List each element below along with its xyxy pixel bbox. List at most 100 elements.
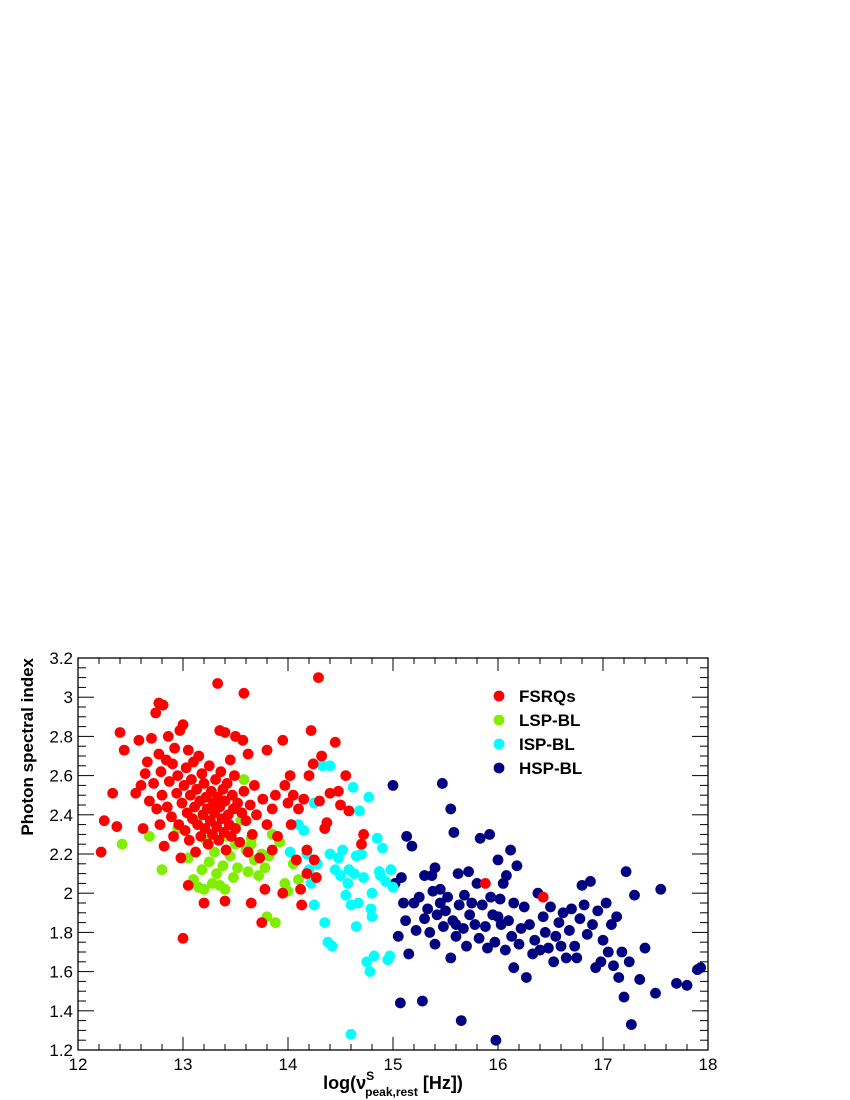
point-fsrqs xyxy=(212,678,224,689)
point-hsp-bl xyxy=(400,915,411,927)
point-isp-bl xyxy=(384,950,396,962)
point-hsp-bl xyxy=(600,897,612,909)
point-fsrqs xyxy=(107,787,119,799)
point-isp-bl xyxy=(387,881,399,893)
point-hsp-bl xyxy=(602,946,614,958)
point-fsrqs xyxy=(133,734,145,746)
point-fsrqs xyxy=(226,789,238,801)
point-hsp-bl xyxy=(489,936,501,948)
x-axis-title-sup: S xyxy=(366,1069,374,1083)
y-tick-label: 3 xyxy=(64,688,73,707)
point-hsp-bl xyxy=(618,991,630,1003)
point-hsp-bl xyxy=(537,911,549,923)
y-tick-label: 1.2 xyxy=(49,1041,73,1060)
point-fsrqs xyxy=(169,742,181,754)
point-hsp-bl xyxy=(401,830,413,842)
point-lsp-bl xyxy=(293,874,304,885)
point-hsp-bl xyxy=(471,878,483,889)
x-tick-label: 14 xyxy=(279,1055,298,1074)
point-fsrqs xyxy=(238,785,250,797)
point-lsp-bl xyxy=(259,862,271,874)
point-fsrqs xyxy=(148,778,160,789)
point-lsp-bl xyxy=(196,864,208,876)
point-fsrqs xyxy=(358,829,369,840)
point-fsrqs xyxy=(305,725,317,736)
point-isp-bl xyxy=(356,848,367,860)
point-lsp-bl xyxy=(217,860,229,872)
point-fsrqs xyxy=(238,687,250,699)
point-hsp-bl xyxy=(455,1015,467,1026)
point-hsp-bl xyxy=(422,903,434,915)
point-hsp-bl xyxy=(469,919,481,930)
legend-marker-fsrqs xyxy=(493,690,505,702)
y-tick-label: 3.2 xyxy=(49,649,73,668)
x-axis-title-base: log(ν xyxy=(323,1073,366,1093)
point-hsp-bl xyxy=(515,923,527,934)
data-points xyxy=(95,672,707,1046)
point-hsp-bl xyxy=(398,897,409,909)
point-hsp-bl xyxy=(450,930,462,942)
point-fsrqs xyxy=(171,787,183,799)
point-fsrqs xyxy=(257,793,269,805)
point-hsp-bl xyxy=(634,974,646,985)
point-fsrqs xyxy=(293,803,304,815)
point-isp-bl xyxy=(366,887,378,899)
point-fsrqs xyxy=(135,780,147,791)
point-hsp-bl xyxy=(490,1034,502,1046)
point-fsrqs xyxy=(229,770,240,781)
point-fsrqs xyxy=(329,736,341,748)
point-hsp-bl xyxy=(480,921,491,932)
point-fsrqs xyxy=(219,727,231,738)
point-fsrqs xyxy=(176,797,188,809)
point-hsp-bl xyxy=(403,948,415,960)
legend-label-isp-bl: ISP-BL xyxy=(519,735,575,754)
point-hsp-bl xyxy=(557,907,569,919)
point-fsrqs xyxy=(251,809,262,821)
tick-labels: 12 13 14 15 16 17 18 1.2 1.4 1.6 1.8 2 2.2 2.4 2.6 2.8 3… xyxy=(49,649,717,1074)
point-fsrqs xyxy=(308,854,320,866)
point-isp-bl xyxy=(345,1028,357,1040)
point-fsrqs xyxy=(161,801,173,813)
point-fsrqs xyxy=(285,819,297,830)
point-isp-bl xyxy=(352,897,364,909)
point-hsp-bl xyxy=(629,889,640,901)
point-hsp-bl xyxy=(695,962,707,974)
point-hsp-bl xyxy=(484,829,495,840)
point-isp-bl xyxy=(371,832,383,844)
point-hsp-bl xyxy=(503,915,514,927)
point-fsrqs xyxy=(307,758,319,770)
point-lsp-bl xyxy=(198,883,210,895)
point-fsrqs xyxy=(282,797,294,809)
point-lsp-bl xyxy=(238,774,250,785)
point-fsrqs xyxy=(198,897,210,909)
point-hsp-bl xyxy=(545,901,556,913)
y-tick-label: 2.4 xyxy=(49,806,73,825)
point-hsp-bl xyxy=(424,927,436,938)
point-hsp-bl xyxy=(569,940,581,952)
point-isp-bl xyxy=(335,870,346,881)
point-isp-bl xyxy=(377,842,388,854)
point-fsrqs xyxy=(167,758,178,770)
point-lsp-bl xyxy=(270,917,281,928)
y-tick-label: 2.2 xyxy=(49,845,73,864)
point-fsrqs xyxy=(237,734,249,746)
point-fsrqs xyxy=(172,770,184,781)
x-axis-title-unit: [Hz]) xyxy=(418,1073,463,1093)
plot-frame xyxy=(77,657,709,1051)
point-fsrqs xyxy=(182,744,194,756)
axis-ticks xyxy=(77,657,709,1051)
x-tick-label: 18 xyxy=(699,1055,718,1074)
point-hsp-bl xyxy=(639,942,651,954)
point-isp-bl xyxy=(337,844,348,856)
point-hsp-bl xyxy=(613,972,625,983)
point-fsrqs xyxy=(279,780,291,791)
point-isp-bl xyxy=(380,876,392,887)
point-isp-bl xyxy=(348,868,360,879)
point-hsp-bl xyxy=(587,919,598,930)
point-isp-bl xyxy=(340,889,352,901)
point-hsp-bl xyxy=(448,827,460,838)
point-fsrqs xyxy=(213,834,225,846)
point-isp-bl xyxy=(364,966,376,977)
point-fsrqs xyxy=(154,819,166,830)
point-hsp-bl xyxy=(550,930,562,942)
